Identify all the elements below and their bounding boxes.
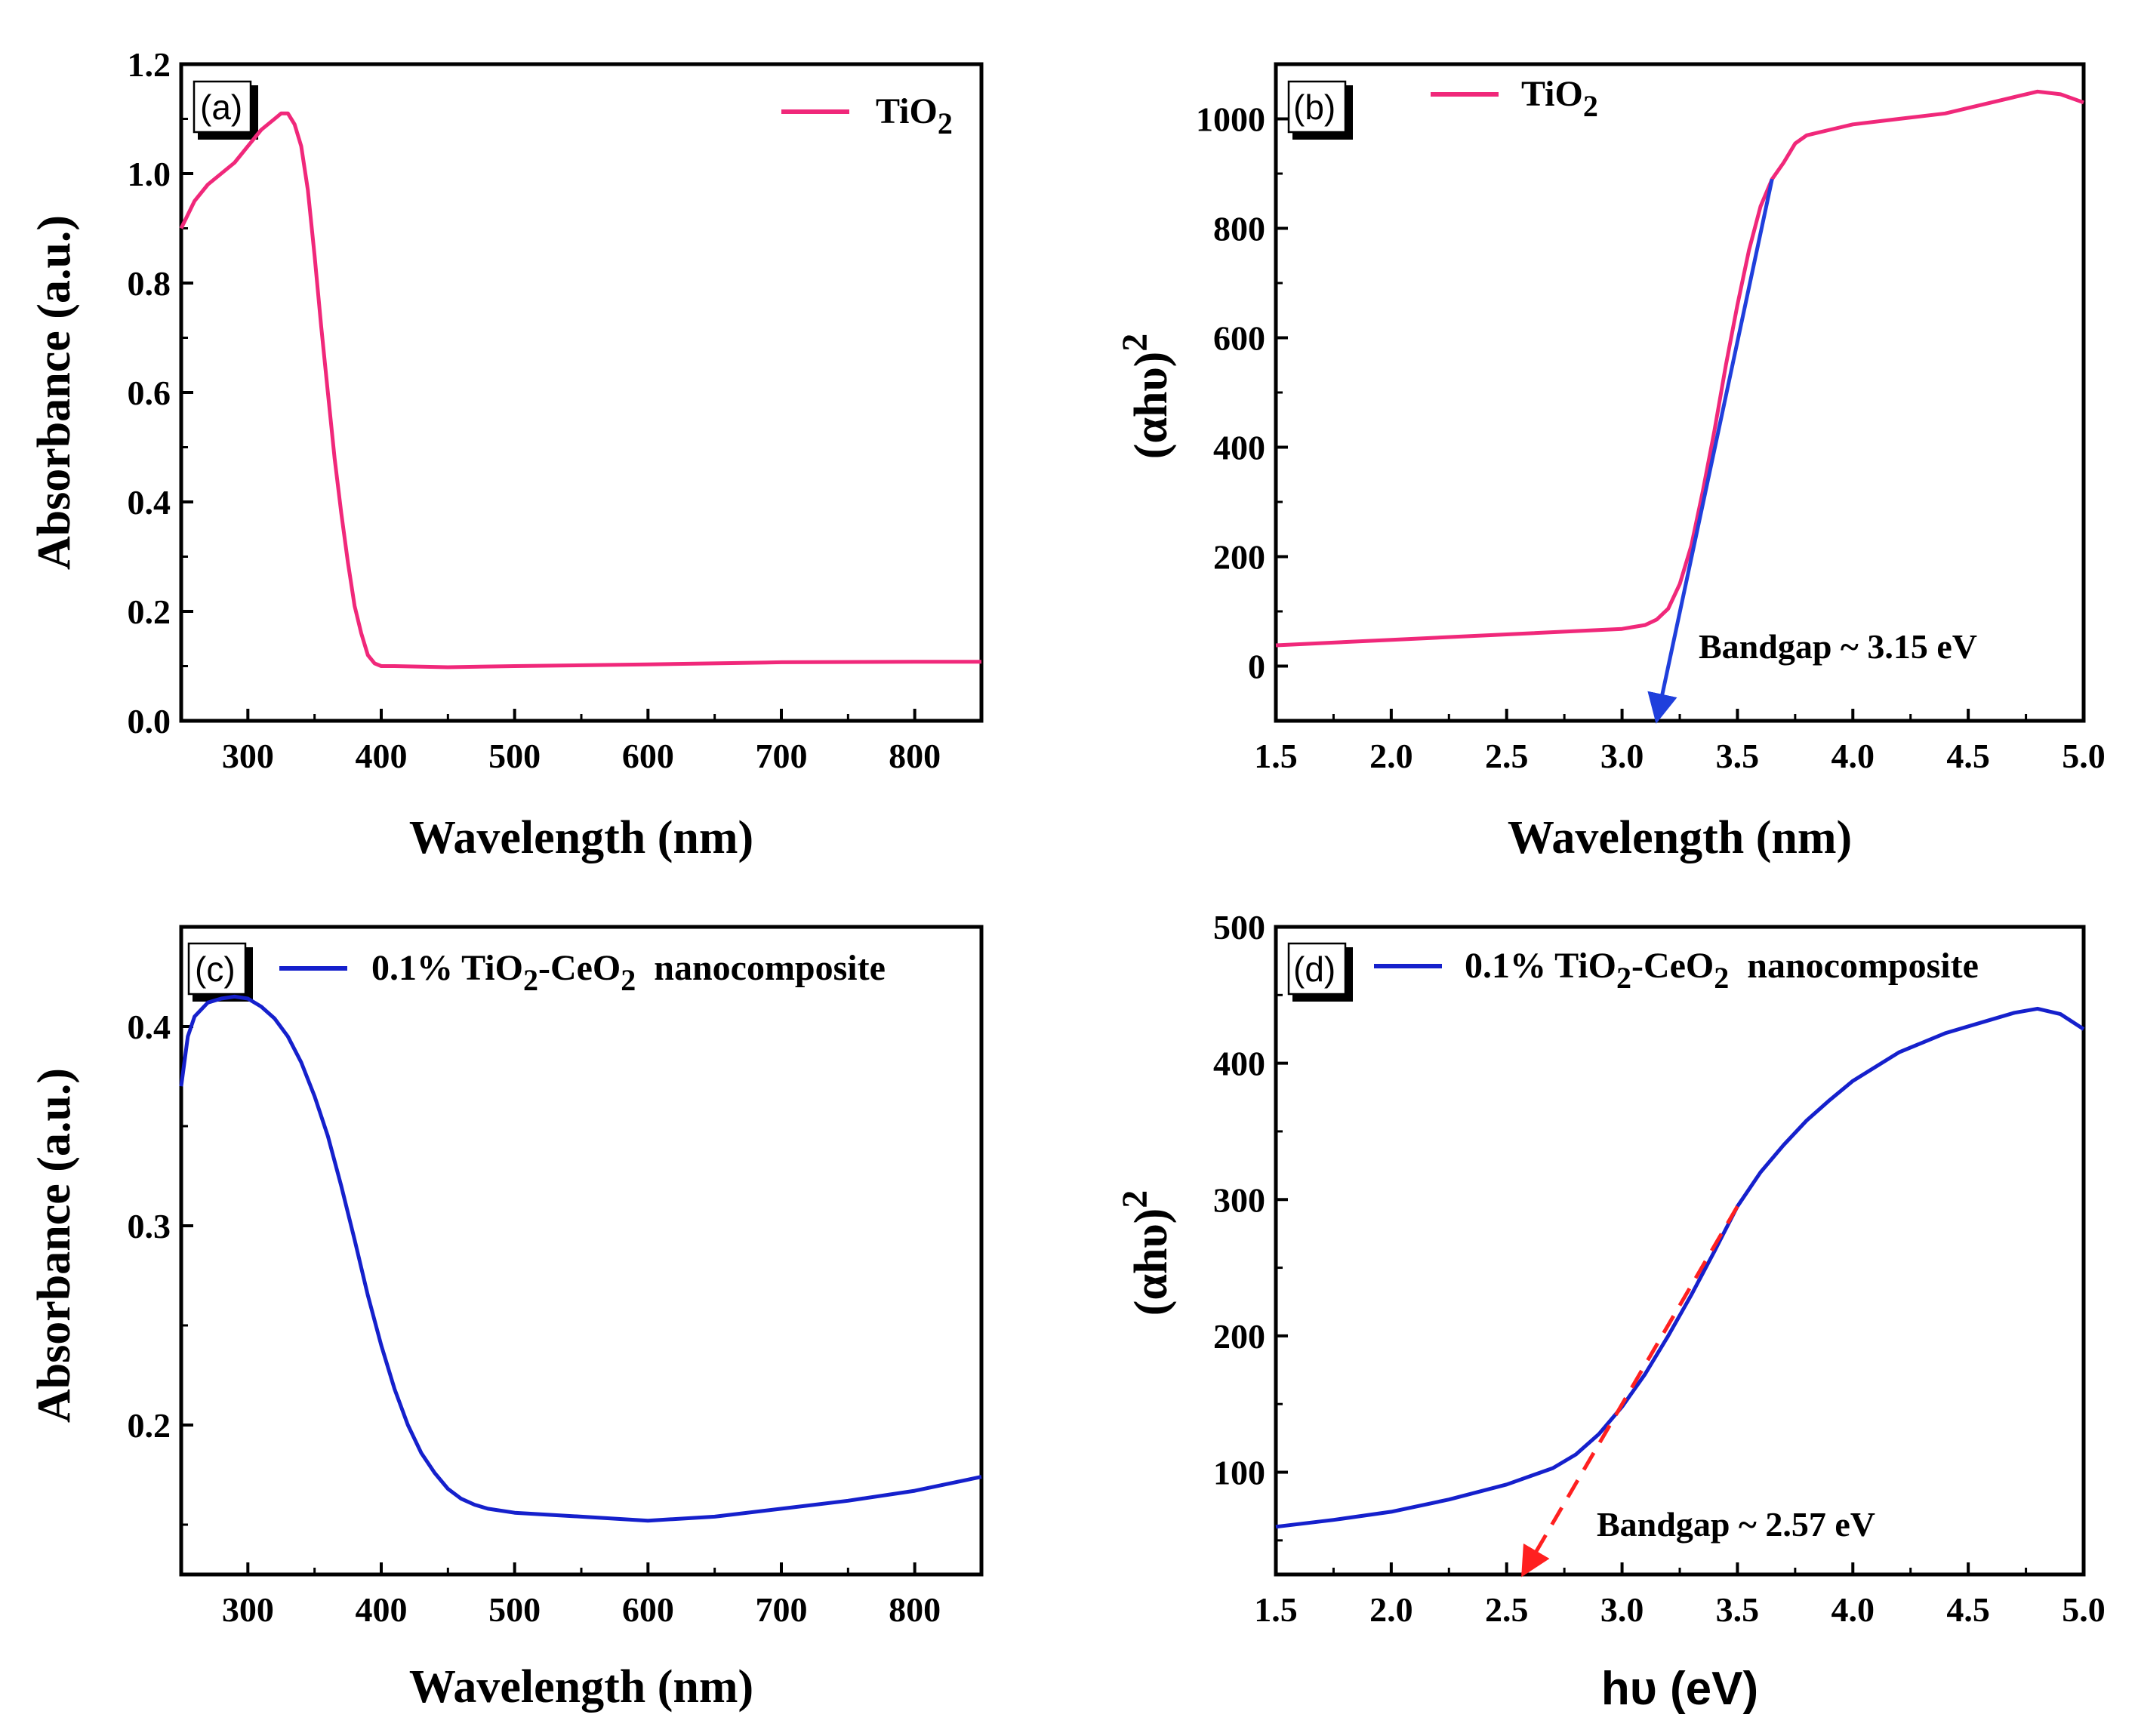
x-tick-label: 5.0	[2062, 737, 2106, 775]
x-tick-label: 2.0	[1369, 1590, 1413, 1629]
y-tick-label: 0.2	[128, 593, 171, 631]
panel-label-d: (d)	[1293, 950, 1335, 989]
x-tick-label: 3.0	[1600, 1590, 1644, 1629]
x-tick-label: 800	[889, 737, 941, 775]
x-tick-label: 4.5	[1946, 1590, 1990, 1629]
x-tick-label: 5.0	[2062, 1590, 2106, 1629]
panel-label-c: (c)	[195, 950, 236, 989]
legend-label: TiO2	[1521, 74, 1598, 123]
panel-label-b: (b)	[1293, 88, 1335, 127]
x-tick-label: 400	[356, 737, 408, 775]
y-tick-label: 200	[1213, 1317, 1265, 1356]
x-tick-label: 1.5	[1254, 1590, 1298, 1629]
x-tick-label: 400	[356, 1590, 408, 1629]
panel-label-a: (a)	[200, 88, 242, 127]
x-tick-label: 3.0	[1600, 737, 1644, 775]
x-tick-label: 500	[488, 737, 541, 775]
panel-label-box	[193, 80, 252, 134]
bandgap-tangent-arrow	[1520, 1205, 1739, 1577]
series-line	[1275, 89, 2084, 648]
y-tick-label: 100	[1213, 1454, 1265, 1492]
series-line	[1275, 1006, 2085, 1529]
x-tick-label: 700	[756, 737, 808, 775]
x-tick-label: 2.5	[1485, 737, 1529, 775]
y-tick-label: 0.2	[128, 1406, 171, 1445]
x-tick-label: 600	[622, 737, 674, 775]
y-tick-label: 800	[1213, 210, 1265, 248]
x-tick-label: 3.5	[1716, 737, 1760, 775]
legend-label: 0.1% TiO2-CeO2 nanocomposite	[1465, 946, 1979, 995]
y-axis-title: (αhυ)2	[1115, 1190, 1177, 1316]
legend-label: 0.1% TiO2-CeO2 nanocomposite	[371, 948, 886, 997]
y-tick-label: 200	[1213, 538, 1265, 577]
bandgap-annotation: Bandgap ~ 3.15 eV	[1699, 627, 1977, 666]
panel-d-frame	[1274, 925, 2086, 1577]
y-tick-label: 0.4	[128, 483, 171, 522]
x-axis-title: Wavelength (nm)	[409, 1661, 753, 1713]
x-axis-title: hυ (eV)	[1601, 1663, 1758, 1715]
series-line	[179, 111, 981, 669]
bandgap-annotation: Bandgap ~ 2.57 eV	[1597, 1505, 1875, 1544]
x-axis-title: Wavelength (nm)	[409, 812, 753, 863]
x-tick-label: 2.0	[1369, 737, 1413, 775]
y-tick-label: 0.0	[128, 702, 171, 740]
panel-label-shadow	[1292, 85, 1353, 140]
panel-c: (c) 0.1% TiO2-CeO2 nanocomposite Wavelen…	[29, 925, 984, 1713]
y-tick-label: 500	[1213, 908, 1265, 946]
y-tick-label: 600	[1213, 319, 1265, 358]
x-tick-label: 800	[889, 1590, 941, 1629]
y-tick-label: 1.0	[128, 155, 171, 193]
x-tick-label: 3.5	[1716, 1590, 1760, 1629]
x-axis-title: Wavelength (nm)	[1508, 812, 1852, 863]
panel-d: (d) 0.1% TiO2-CeO2 nanocomposite Bandgap…	[1115, 908, 2106, 1715]
y-tick-label: 0.8	[128, 264, 171, 303]
panel-b: (b) TiO2 Bandgap ~ 3.15 eV Wavelength (n…	[1115, 62, 2106, 863]
y-tick-label: 300	[1213, 1180, 1265, 1219]
x-tick-label: 1.5	[1254, 737, 1298, 775]
x-tick-label: 300	[222, 1590, 274, 1629]
y-tick-label: 400	[1213, 429, 1265, 467]
panel-b-frame	[1274, 62, 2086, 723]
y-axis-title: Absorbance (a.u.)	[29, 215, 80, 570]
panel-label-shadow	[198, 85, 258, 140]
y-tick-label: 1000	[1196, 100, 1265, 139]
panel-label-shadow	[193, 947, 253, 1002]
y-tick-label: 1.2	[128, 45, 171, 84]
panel-label-shadow	[1292, 947, 1353, 1002]
x-tick-label: 4.5	[1946, 737, 1990, 775]
y-axis-title: (αhυ)2	[1115, 334, 1177, 460]
y-tick-label: 0.4	[128, 1008, 171, 1046]
y-tick-label: 0.6	[128, 374, 171, 412]
x-tick-label: 700	[756, 1590, 808, 1629]
y-tick-label: 0.3	[128, 1207, 171, 1245]
x-tick-label: 600	[622, 1590, 674, 1629]
panel-c-frame	[179, 925, 984, 1577]
x-tick-label: 300	[222, 737, 274, 775]
bandgap-tangent-arrow	[1647, 178, 1774, 724]
x-tick-label: 4.0	[1831, 1590, 1875, 1629]
x-tick-label: 500	[488, 1590, 541, 1629]
x-tick-label: 4.0	[1831, 737, 1875, 775]
legend-label: TiO2	[876, 91, 953, 140]
y-tick-label: 0	[1248, 648, 1265, 686]
series-line	[179, 994, 982, 1523]
panel-a-frame	[179, 62, 984, 723]
panel-a: (a) TiO2 Wavelength (nm) Absorbance (a.u…	[29, 45, 984, 863]
y-tick-label: 400	[1213, 1045, 1265, 1083]
y-axis-title: Absorbance (a.u.)	[29, 1068, 80, 1423]
x-tick-label: 2.5	[1485, 1590, 1529, 1629]
